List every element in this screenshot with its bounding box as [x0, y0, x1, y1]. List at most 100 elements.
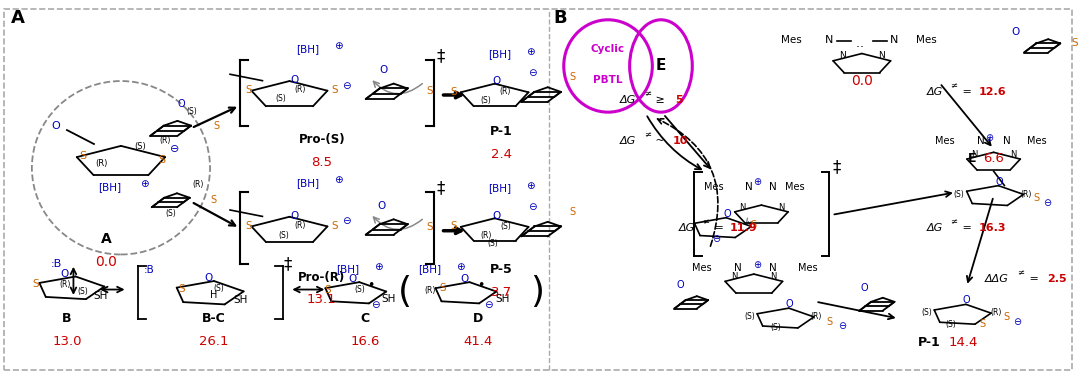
- Text: N: N: [825, 35, 834, 44]
- Text: Mes: Mes: [692, 263, 712, 273]
- Text: O: O: [962, 296, 971, 305]
- Text: S: S: [440, 283, 446, 293]
- Text: 5: 5: [675, 95, 683, 105]
- Text: •: •: [477, 279, 484, 291]
- Text: B: B: [63, 312, 71, 325]
- Text: O: O: [52, 121, 60, 131]
- Text: 10: 10: [673, 136, 688, 146]
- Text: (R): (R): [811, 312, 822, 321]
- Text: 12.6: 12.6: [978, 87, 1007, 97]
- Text: N: N: [878, 51, 885, 60]
- Text: O: O: [785, 299, 794, 309]
- Text: S: S: [211, 195, 217, 205]
- Text: (S): (S): [921, 308, 932, 317]
- Text: (S): (S): [78, 287, 89, 296]
- Text: S: S: [332, 221, 338, 231]
- Text: Pro-(R): Pro-(R): [298, 271, 346, 284]
- Text: (R): (R): [192, 180, 203, 189]
- Text: S: S: [826, 317, 833, 326]
- Text: S: S: [569, 207, 576, 217]
- Text: (R): (R): [59, 280, 70, 289]
- Text: (R): (R): [1021, 190, 1031, 199]
- Text: 11.9: 11.9: [730, 223, 758, 233]
- Text: N: N: [739, 203, 745, 212]
- Text: ‡: ‡: [436, 179, 445, 198]
- Text: ⊕: ⊕: [753, 177, 761, 187]
- Text: O: O: [204, 273, 213, 283]
- Text: (S): (S): [354, 285, 365, 294]
- Text: ··: ··: [855, 41, 868, 54]
- Text: ≠: ≠: [644, 89, 650, 98]
- Text: (: (: [397, 275, 413, 309]
- Text: N: N: [890, 35, 899, 44]
- Text: 3.7: 3.7: [490, 286, 512, 299]
- Text: [BH]: [BH]: [336, 265, 360, 274]
- Text: S: S: [980, 319, 986, 329]
- Text: (S): (S): [275, 94, 286, 103]
- Text: ⊕: ⊕: [456, 262, 464, 272]
- Text: N: N: [778, 203, 784, 212]
- Text: B-C: B-C: [202, 312, 226, 325]
- Text: O: O: [379, 66, 388, 75]
- Text: (S): (S): [744, 312, 755, 321]
- Text: ≠: ≠: [950, 217, 957, 226]
- Text: 6.6: 6.6: [983, 152, 1004, 165]
- Text: (S): (S): [770, 323, 781, 333]
- Text: S: S: [751, 220, 757, 230]
- Text: SH: SH: [495, 294, 510, 304]
- Text: 2.4: 2.4: [490, 148, 512, 161]
- Text: O: O: [460, 274, 469, 284]
- Text: E: E: [968, 152, 976, 165]
- Text: A: A: [11, 9, 25, 28]
- Text: ⊖: ⊖: [528, 68, 537, 78]
- Text: S: S: [324, 285, 330, 294]
- Text: ΔG: ΔG: [678, 223, 694, 233]
- Text: 0.0: 0.0: [95, 255, 117, 269]
- Text: O: O: [177, 99, 186, 109]
- Text: N: N: [731, 272, 738, 281]
- Text: ⊖: ⊖: [838, 321, 847, 331]
- Text: Mes: Mes: [704, 182, 724, 192]
- Text: S: S: [245, 86, 252, 95]
- Text: [BH]: [BH]: [296, 44, 320, 54]
- Text: O: O: [1011, 27, 1020, 37]
- Text: [BH]: [BH]: [418, 265, 442, 274]
- Text: S: S: [569, 72, 576, 82]
- Text: Pro-(S): Pro-(S): [298, 133, 346, 146]
- Text: N: N: [976, 136, 985, 146]
- Text: N: N: [769, 263, 778, 273]
- Text: 2.5: 2.5: [1048, 274, 1067, 284]
- Text: (R): (R): [481, 231, 491, 240]
- Text: (S): (S): [214, 284, 225, 293]
- Text: N: N: [733, 263, 742, 273]
- Text: ≠: ≠: [950, 81, 957, 90]
- Text: S: S: [213, 121, 219, 131]
- Text: 26.1: 26.1: [199, 335, 229, 348]
- Text: O: O: [291, 211, 299, 221]
- Text: Mes: Mes: [935, 136, 955, 146]
- Text: [BH]: [BH]: [488, 184, 512, 193]
- Text: ΔG: ΔG: [927, 223, 943, 233]
- Text: Mes: Mes: [916, 35, 937, 44]
- Text: O: O: [348, 274, 356, 284]
- Text: E: E: [656, 58, 666, 74]
- Text: S: S: [245, 221, 252, 231]
- Text: =: =: [711, 223, 727, 233]
- Text: S: S: [1034, 193, 1040, 203]
- Text: ‡: ‡: [436, 48, 445, 66]
- Text: 8.5: 8.5: [311, 156, 333, 169]
- Text: O: O: [676, 280, 685, 290]
- Text: (R): (R): [990, 308, 1001, 317]
- Text: SH: SH: [381, 294, 396, 304]
- Text: :B: :B: [51, 259, 62, 269]
- Text: (S): (S): [954, 190, 964, 199]
- Text: (S): (S): [279, 231, 289, 240]
- Text: S: S: [178, 284, 185, 294]
- Text: ‡: ‡: [283, 255, 292, 273]
- Text: A: A: [100, 232, 111, 247]
- Text: O: O: [492, 76, 501, 86]
- Text: O: O: [60, 269, 69, 279]
- Text: ≥: ≥: [652, 95, 669, 105]
- Text: ⊖: ⊖: [528, 202, 537, 212]
- Text: C: C: [361, 312, 369, 325]
